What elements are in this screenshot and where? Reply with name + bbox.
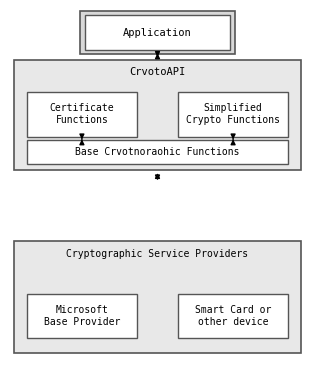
Bar (80, 11, 235, 54)
Bar (14, 241, 301, 353)
Bar (178, 294, 288, 338)
Text: Application: Application (123, 28, 192, 38)
Bar (14, 60, 301, 170)
Text: Cryptographic Service Providers: Cryptographic Service Providers (66, 249, 249, 259)
Bar (178, 92, 288, 137)
Bar (27, 140, 288, 164)
Bar (27, 294, 137, 338)
Bar (27, 92, 137, 137)
Text: Certificate
Functions: Certificate Functions (49, 103, 114, 125)
Text: Simplified
Crypto Functions: Simplified Crypto Functions (186, 103, 280, 125)
Text: Smart Card or
other device: Smart Card or other device (195, 305, 271, 327)
Bar (85, 15, 230, 50)
Text: Base Crvotnoraohic Functions: Base Crvotnoraohic Functions (75, 147, 240, 157)
Text: CrvotoAPI: CrvotoAPI (129, 67, 186, 77)
Text: Microsoft
Base Provider: Microsoft Base Provider (44, 305, 120, 327)
